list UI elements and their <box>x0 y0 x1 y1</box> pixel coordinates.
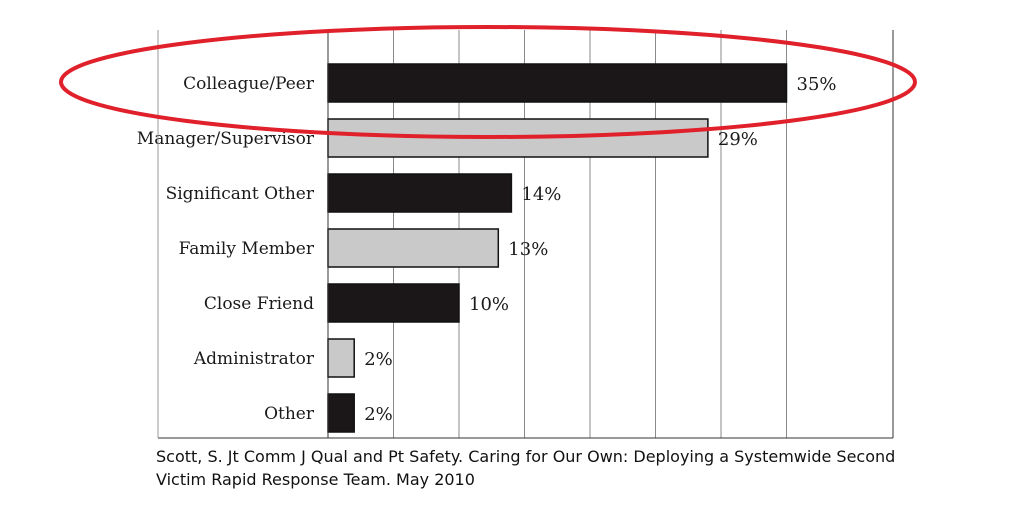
bar-colleague-peer <box>327 63 788 103</box>
category-label: Other <box>264 404 315 424</box>
category-label: Manager/Supervisor <box>137 129 315 149</box>
category-labels: Colleague/Peer Manager/Supervisor Signific… <box>137 74 315 424</box>
category-label: Close Friend <box>204 294 314 314</box>
category-label: Family Member <box>179 239 315 259</box>
value-label: 35% <box>797 74 837 95</box>
category-label: Administrator <box>193 349 315 369</box>
value-label: 2% <box>364 404 393 425</box>
bar-significant-other <box>327 173 513 213</box>
value-label: 2% <box>364 349 393 370</box>
category-label: Significant Other <box>166 184 315 204</box>
value-label: 13% <box>508 239 548 260</box>
value-label: 29% <box>718 129 758 150</box>
bar-administrator <box>327 338 355 378</box>
caption-line-1: Scott, S. Jt Comm J Qual and Pt Safety. … <box>156 447 896 466</box>
value-label: 10% <box>469 294 509 315</box>
bars <box>327 63 788 433</box>
bar-other <box>327 393 355 433</box>
bar-family-member <box>327 228 500 268</box>
caption-line-2: Victim Rapid Response Team. May 2010 <box>156 470 475 489</box>
value-labels: 35% 29% 14% 13% 10% 2% 2% <box>364 74 836 425</box>
category-label: Colleague/Peer <box>183 74 315 94</box>
citation-caption: Scott, S. Jt Comm J Qual and Pt Safety. … <box>156 445 916 491</box>
bar-chart: Colleague/Peer Manager/Supervisor Signific… <box>59 25 917 439</box>
bar-close-friend <box>327 283 460 323</box>
highlight-ellipse <box>59 25 917 139</box>
value-label: 14% <box>521 184 561 205</box>
